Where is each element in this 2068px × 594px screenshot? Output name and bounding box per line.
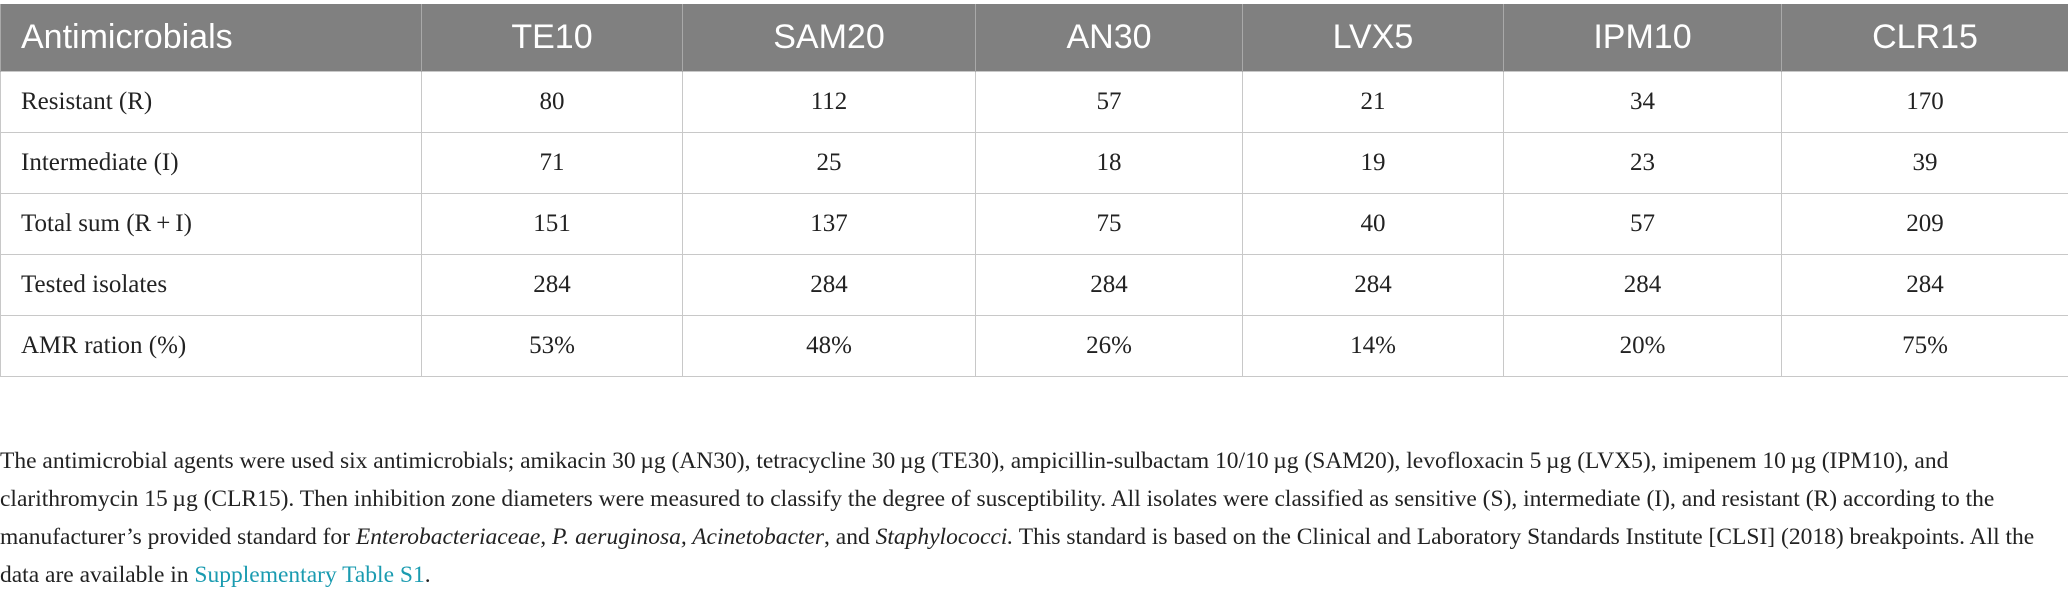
table-cell: 71 — [421, 132, 683, 194]
table-cell: 14% — [1242, 315, 1504, 377]
table-row-amr-ration: AMR ration (%) 53% 48% 26% 14% 20% 75% — [0, 315, 2068, 377]
table-cell: 284 — [1781, 254, 2068, 316]
table-cell: 284 — [975, 254, 1243, 316]
table-row-intermediate: Intermediate (I) 71 25 18 19 23 39 — [0, 132, 2068, 194]
table-cell: 75 — [975, 193, 1243, 255]
table-cell: 80 — [421, 71, 683, 133]
table-cell: 48% — [682, 315, 976, 377]
amr-table: Antimicrobials TE10 SAM20 AN30 LVX5 IPM1… — [0, 4, 2068, 377]
table-cell: 284 — [682, 254, 976, 316]
row-label: AMR ration (%) — [0, 315, 422, 377]
footnote-text-3: This standard is based on the Clinical a… — [0, 524, 2035, 588]
header-cell-an30: AN30 — [975, 4, 1243, 72]
table-cell: 284 — [421, 254, 683, 316]
row-label: Intermediate (I) — [0, 132, 422, 194]
table-cell: 26% — [975, 315, 1243, 377]
header-cell-antimicrobials: Antimicrobials — [0, 4, 422, 72]
table-cell: 23 — [1503, 132, 1782, 194]
table-cell: 18 — [975, 132, 1243, 194]
table-cell: 75% — [1781, 315, 2068, 377]
table-footnote: The antimicrobial agents were used six a… — [0, 442, 2060, 594]
row-label: Total sum (R + I) — [0, 193, 422, 255]
table-cell: 57 — [975, 71, 1243, 133]
table-cell: 25 — [682, 132, 976, 194]
row-label: Tested isolates — [0, 254, 422, 316]
table-cell: 137 — [682, 193, 976, 255]
table-row-total-sum: Total sum (R + I) 151 137 75 40 57 209 — [0, 193, 2068, 255]
footnote-text-1: The antimicrobial agents were used six a… — [0, 448, 1995, 550]
header-cell-ipm10: IPM10 — [1503, 4, 1782, 72]
table-cell: 57 — [1503, 193, 1782, 255]
table-cell: 20% — [1503, 315, 1782, 377]
header-row: Antimicrobials TE10 SAM20 AN30 LVX5 IPM1… — [0, 4, 2068, 72]
table-row-tested-isolates: Tested isolates 284 284 284 284 284 284 — [0, 254, 2068, 316]
table-cell: 21 — [1242, 71, 1504, 133]
footnote-text-4: . — [424, 562, 431, 588]
footnote-italic-staphylococci: Staphylococci. — [875, 524, 1014, 550]
table-cell: 112 — [682, 71, 976, 133]
header-cell-lvx5: LVX5 — [1242, 4, 1504, 72]
table-cell: 170 — [1781, 71, 2068, 133]
supplementary-table-link[interactable]: Supplementary Table S1 — [194, 562, 425, 588]
data-table-container: Antimicrobials TE10 SAM20 AN30 LVX5 IPM1… — [0, 4, 2068, 377]
header-cell-te10: TE10 — [421, 4, 683, 72]
table-cell: 40 — [1242, 193, 1504, 255]
table-cell: 39 — [1781, 132, 2068, 194]
table-cell: 19 — [1242, 132, 1504, 194]
table-cell: 284 — [1242, 254, 1504, 316]
table-cell: 34 — [1503, 71, 1782, 133]
footnote-text-2: , and — [824, 524, 876, 550]
header-cell-sam20: SAM20 — [682, 4, 976, 72]
table-cell: 284 — [1503, 254, 1782, 316]
table-cell: 53% — [421, 315, 683, 377]
table-row-resistant: Resistant (R) 80 112 57 21 34 170 — [0, 71, 2068, 133]
row-label: Resistant (R) — [0, 71, 422, 133]
header-cell-clr15: CLR15 — [1781, 4, 2068, 72]
footnote-italic-organisms: Enterobacteriaceae, P. aeruginosa, Acine… — [355, 524, 825, 550]
table-cell: 209 — [1781, 193, 2068, 255]
table-cell: 151 — [421, 193, 683, 255]
